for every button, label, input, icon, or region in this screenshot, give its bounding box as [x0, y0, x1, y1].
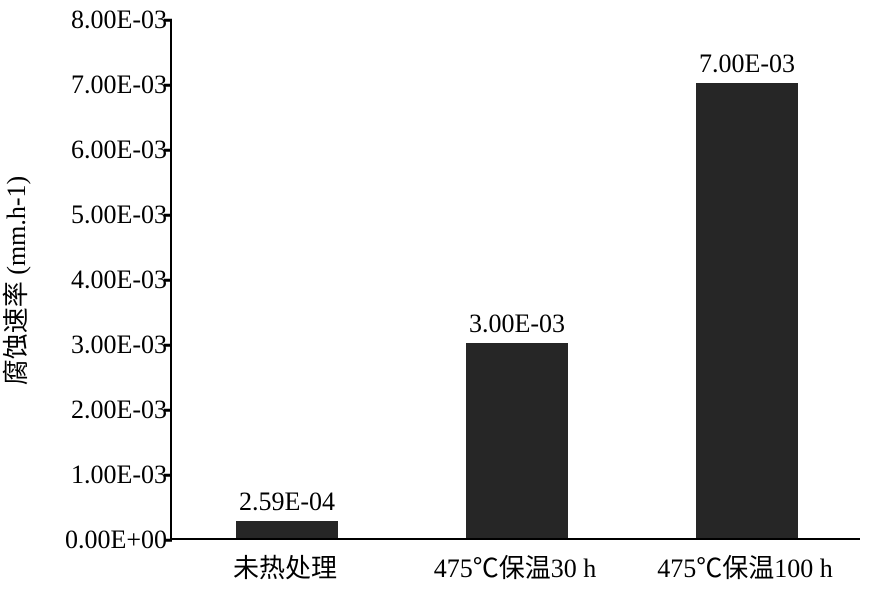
bar: [696, 83, 797, 538]
ytick-label: 7.00E-03: [27, 70, 167, 100]
chart-root: 腐蚀速率 (mm.h-1) 2.59E-04 3.00E-03 7.00E-03 0…: [0, 0, 871, 610]
bar: [466, 343, 567, 538]
ytick-label: 3.00E-03: [27, 330, 167, 360]
plot-area: 2.59E-04 3.00E-03 7.00E-03: [170, 20, 860, 540]
bar: [236, 521, 337, 538]
ytick-label: 1.00E-03: [27, 460, 167, 490]
bar-value-label: 3.00E-03: [469, 309, 565, 339]
ytick-label: 8.00E-03: [27, 5, 167, 35]
ytick-label: 2.00E-03: [27, 395, 167, 425]
xtick-label: 475℃保温100 h: [657, 548, 833, 585]
bar-value-label: 2.59E-04: [239, 487, 335, 517]
xtick-label: 475℃保温30 h: [434, 548, 597, 585]
ytick-label: 6.00E-03: [27, 135, 167, 165]
y-axis-label-container: 腐蚀速率 (mm.h-1): [0, 0, 30, 560]
plot-wrap: 2.59E-04 3.00E-03 7.00E-03: [170, 20, 860, 540]
ytick-label: 5.00E-03: [27, 200, 167, 230]
xtick-label: 未热处理: [233, 548, 337, 585]
ytick-label: 4.00E-03: [27, 265, 167, 295]
ytick-label: 0.00E+00: [27, 525, 167, 555]
bar-value-label: 7.00E-03: [699, 49, 795, 79]
